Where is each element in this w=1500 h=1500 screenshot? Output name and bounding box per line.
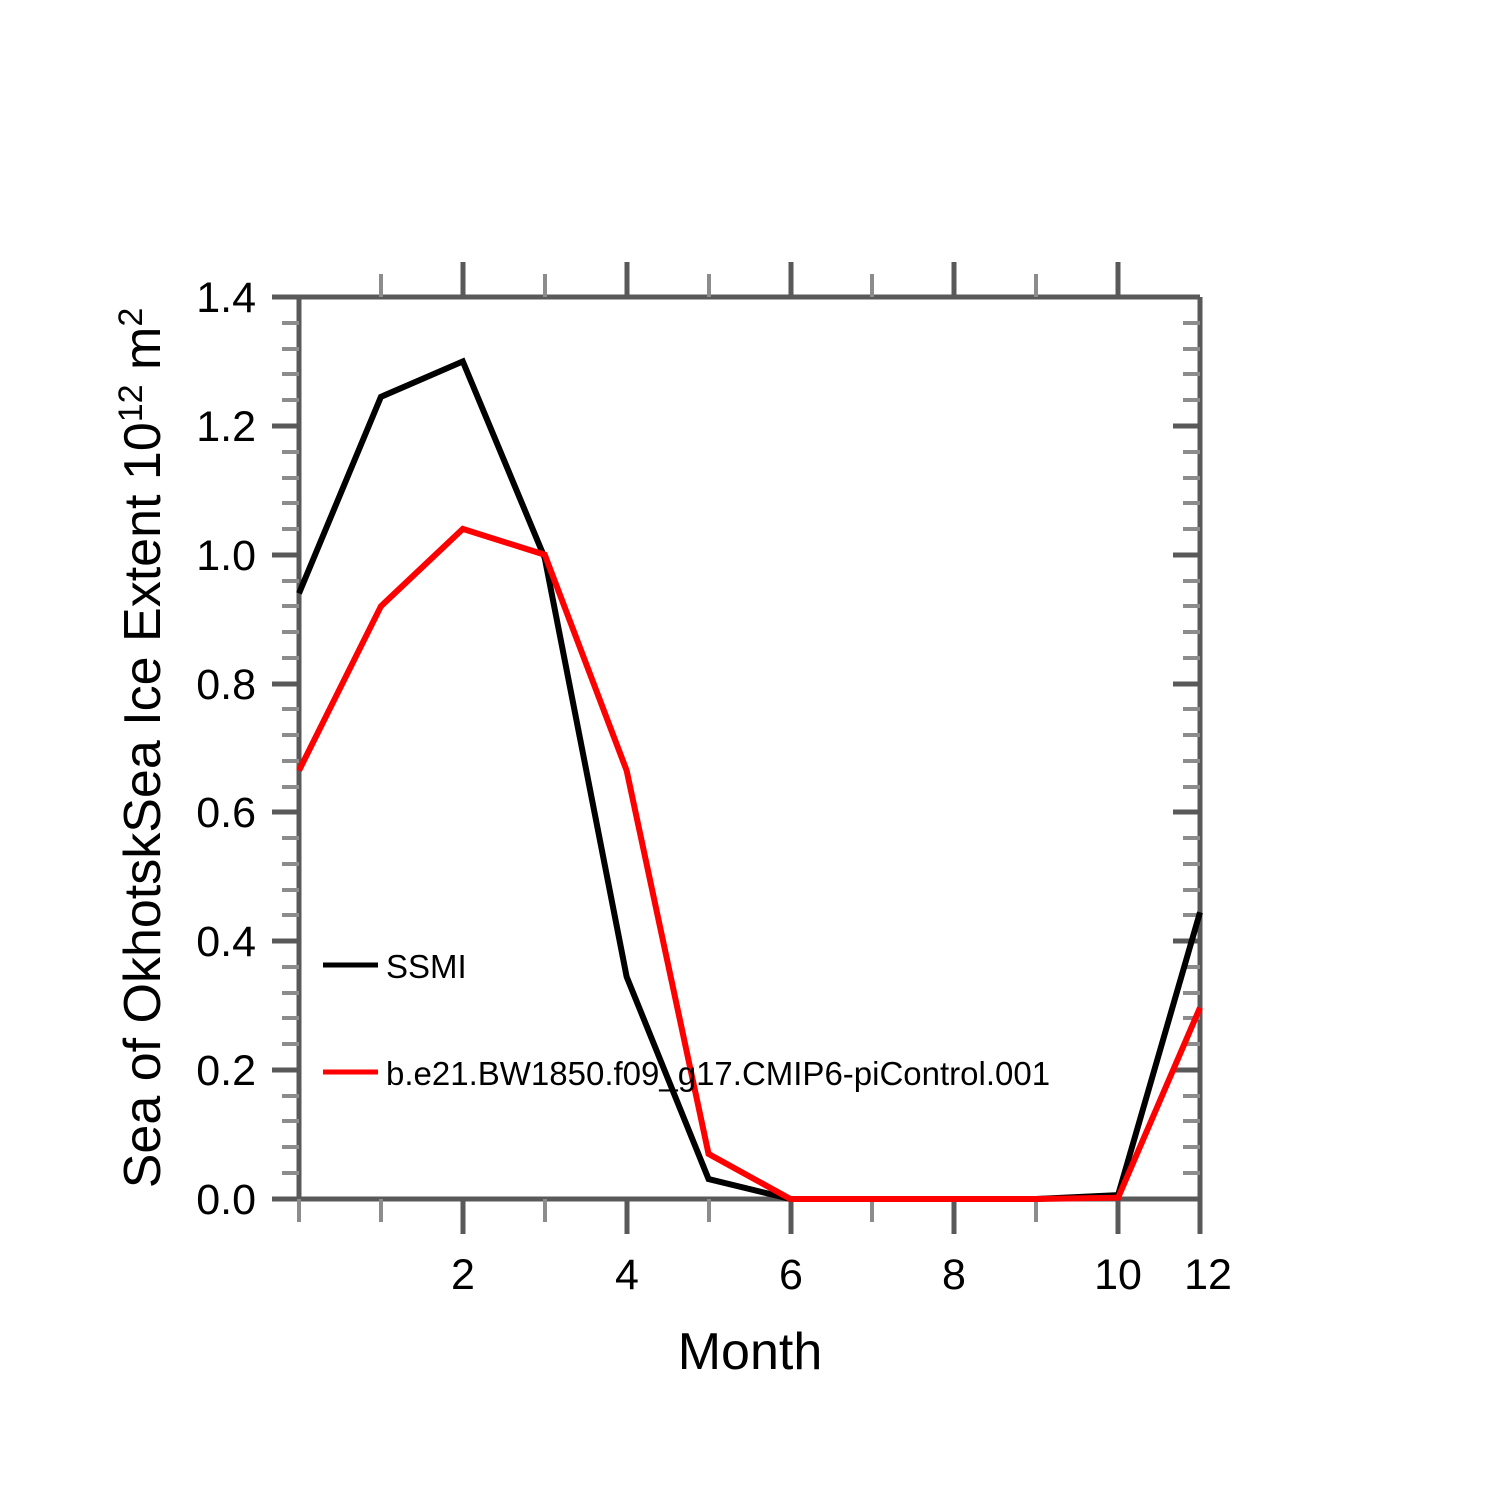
y-tick-labels: 0.0 0.2 0.4 0.6 0.8 1.0 1.2 1.4: [196, 274, 256, 1224]
y-tick-label: 0.2: [196, 1047, 256, 1095]
legend-label-model: b.e21.BW1850.f09_g17.CMIP6-piControl.001: [386, 1055, 1050, 1092]
x-tick-labels: 2 4 6 8 10 12: [451, 1251, 1232, 1299]
y-tick-label: 1.4: [196, 274, 256, 322]
y-minor-ticks: [282, 321, 299, 1175]
x-tick-label: 8: [942, 1251, 966, 1299]
x-minor-ticks-top: [379, 274, 1038, 297]
y-major-ticks: [272, 294, 299, 1202]
y-tick-label: 1.2: [196, 403, 256, 451]
x-tick-label: 12: [1184, 1251, 1232, 1299]
legend-label-ssmi: SSMI: [386, 948, 467, 985]
x-ticks-top: [460, 262, 1121, 297]
y-axis-title-unit-exponent: 2: [112, 308, 150, 327]
x-tick-label: 2: [451, 1251, 475, 1299]
y-tick-label: 0.0: [196, 1176, 256, 1224]
x-axis-title: Month: [678, 1323, 823, 1381]
x-tick-label: 6: [779, 1251, 803, 1299]
y-axis-title-exponent: 12: [112, 384, 150, 422]
y-tick-label: 0.6: [196, 789, 256, 837]
y-tick-label: 1.0: [196, 532, 256, 580]
x-minor-ticks: [297, 1199, 1038, 1222]
y-axis-title: Sea of OkhotskSea Ice Extent 1012 m2: [112, 308, 172, 1189]
x-major-ticks: [460, 1199, 1203, 1234]
x-tick-label: 4: [615, 1251, 639, 1299]
y-tick-label: 0.8: [196, 661, 256, 709]
x-tick-label: 10: [1094, 1251, 1142, 1299]
legend: SSMI b.e21.BW1850.f09_g17.CMIP6-piContro…: [323, 948, 1050, 1092]
series-line-model: [296, 525, 1203, 1202]
y-minor-ticks-right: [1183, 321, 1200, 1175]
y-axis-title-main: Sea of OkhotskSea Ice Extent 10: [114, 422, 172, 1188]
y-ticks-right: [1173, 423, 1200, 1073]
y-axis-title-unit: m: [114, 327, 172, 385]
y-tick-label: 0.4: [196, 918, 256, 966]
